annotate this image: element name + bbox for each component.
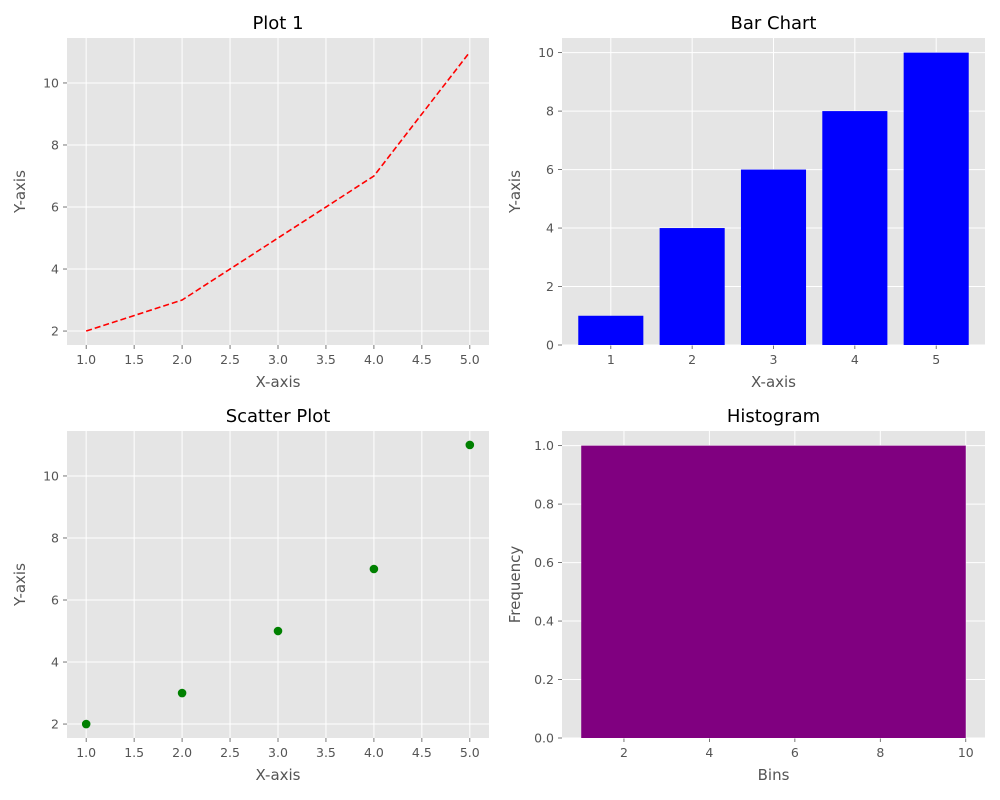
subplot-title: Bar Chart (731, 13, 817, 34)
x-tick-label: 4.5 (412, 745, 432, 760)
scatter-point (369, 564, 379, 574)
bar (903, 52, 969, 345)
y-axis-label: Frequency (506, 546, 524, 624)
x-tick-label: 2 (620, 745, 628, 760)
x-tick-label: 2.0 (172, 352, 192, 367)
scatter-point (177, 688, 187, 698)
subplot-title: Histogram (727, 406, 820, 427)
subplot-4: 2 4 6 8 10 0.0 0.2 0.4 0.6 0.8 1.0 Histogram Bins Fre… (506, 406, 985, 784)
bar (740, 169, 807, 345)
x-tick-label: 1.5 (124, 745, 144, 760)
x-tick-label: 3.0 (268, 745, 288, 760)
x-axis-label: X-axis (256, 766, 301, 784)
y-tick-label: 2 (546, 279, 554, 294)
x-tick-label: 4.0 (364, 745, 384, 760)
subplot-title: Plot 1 (252, 13, 303, 34)
y-tick-label: 6 (51, 200, 59, 215)
bar (659, 228, 725, 345)
x-tick-label: 4 (851, 352, 859, 367)
x-axis-label: X-axis (256, 373, 301, 391)
subplot-3: 1.0 1.5 2.0 2.5 3.0 3.5 4.0 4.5 5.0 2 4 6 8 10 Scatter… (11, 406, 489, 784)
x-tick-label: 1.0 (76, 352, 96, 367)
y-tick-label: 0 (546, 338, 554, 353)
x-tick-label: 5.0 (460, 745, 480, 760)
y-tick-label: 2 (51, 324, 59, 339)
y-tick-label: 0.6 (534, 555, 554, 570)
x-tick-label: 5 (932, 352, 940, 367)
x-tick-label: 1.5 (124, 352, 144, 367)
x-tick-label: 2.5 (220, 352, 240, 367)
x-tick-label: 6 (791, 745, 799, 760)
x-tick-label: 1.0 (76, 745, 96, 760)
x-tick-label: 4.5 (412, 352, 432, 367)
y-tick-label: 1.0 (534, 438, 554, 453)
subplot-1: 1.0 1.5 2.0 2.5 3.0 3.5 4.0 4.5 5.0 2 4 6 8 10 Plot 1 X… (11, 13, 489, 391)
bar (822, 111, 888, 345)
x-tick-label: 3.5 (316, 352, 336, 367)
y-tick-label: 0.0 (534, 731, 554, 746)
subplot-2: 1 2 3 4 5 0 2 4 6 8 10 Bar Chart X-axis Y-axis (506, 13, 985, 391)
y-tick-label: 0.4 (534, 614, 554, 629)
y-axis-label: Y-axis (11, 563, 29, 607)
x-tick-label: 3 (770, 352, 778, 367)
x-tick-label: 1 (607, 352, 615, 367)
line-series (85, 51, 471, 332)
scatter-point (273, 626, 283, 636)
x-axis-label: Bins (758, 766, 790, 784)
x-tick-label: 2 (688, 352, 696, 367)
y-tick-label: 0.8 (534, 497, 554, 512)
y-tick-label: 6 (546, 162, 554, 177)
y-tick-label: 4 (546, 221, 554, 236)
scatter-point (81, 719, 91, 729)
y-tick-label: 8 (51, 137, 59, 152)
y-tick-label: 8 (546, 104, 554, 119)
y-tick-label: 10 (538, 45, 554, 60)
y-tick-label: 4 (51, 262, 59, 277)
y-tick-label: 2 (51, 717, 59, 732)
y-axis-label: Y-axis (11, 170, 29, 214)
x-tick-label: 3.5 (316, 745, 336, 760)
y-tick-label: 4 (51, 655, 59, 670)
y-tick-label: 10 (43, 75, 59, 90)
x-tick-label: 10 (958, 745, 974, 760)
histogram-bar (581, 445, 966, 738)
y-axis-label: Y-axis (506, 170, 524, 214)
x-tick-label: 3.0 (268, 352, 288, 367)
subplot-title: Scatter Plot (226, 406, 331, 427)
y-tick-label: 0.2 (534, 672, 554, 687)
x-tick-label: 4.0 (364, 352, 384, 367)
x-axis-label: X-axis (751, 373, 796, 391)
y-tick-label: 6 (51, 593, 59, 608)
x-tick-label: 5.0 (460, 352, 480, 367)
x-tick-label: 2.5 (220, 745, 240, 760)
x-tick-label: 4 (705, 745, 713, 760)
scatter-point (465, 440, 475, 450)
y-tick-label: 8 (51, 530, 59, 545)
x-tick-label: 8 (876, 745, 884, 760)
bar (578, 315, 644, 345)
y-tick-label: 10 (43, 468, 59, 483)
x-tick-label: 2.0 (172, 745, 192, 760)
